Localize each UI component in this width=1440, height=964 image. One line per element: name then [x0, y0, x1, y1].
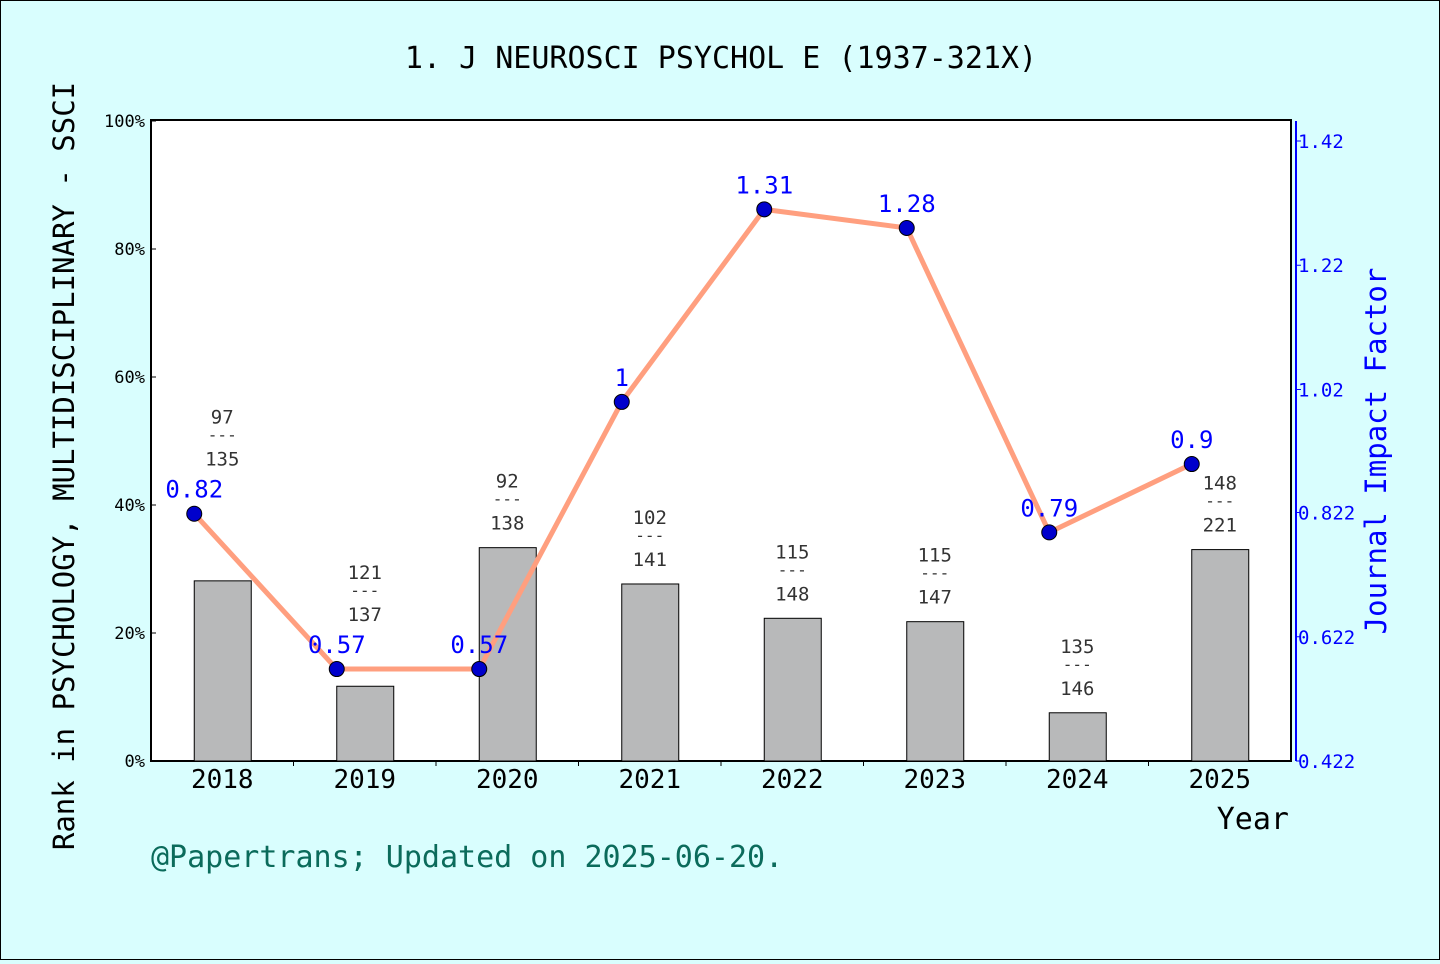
- if-point-2023: [898, 219, 915, 236]
- bar-2022: [763, 617, 822, 762]
- if-label-2018: 0.82: [165, 476, 223, 504]
- if-point-2021: [613, 393, 630, 410]
- right-tick-5: 1.42: [1298, 131, 1344, 153]
- rank-label-2021: 102: [633, 507, 667, 529]
- bar-2023: [906, 621, 965, 762]
- x-tick-2022: 2022: [761, 765, 824, 795]
- x-tick-2019: 2019: [333, 765, 396, 795]
- rank-divider-2021: ---: [635, 526, 664, 545]
- x-tick-2020: 2020: [476, 765, 539, 795]
- x-axis-label: Year: [1217, 802, 1289, 837]
- rank-divider-2022: ---: [778, 560, 807, 579]
- x-tick-2023: 2023: [903, 765, 966, 795]
- if-label-2020: 0.57: [450, 631, 508, 659]
- rank-divider-2025: ---: [1205, 492, 1234, 511]
- if-label-2023: 1.28: [878, 190, 936, 218]
- if-label-2021: 1: [615, 364, 629, 392]
- bar-2024: [1048, 712, 1107, 762]
- total-label-2024: 146: [1060, 678, 1094, 700]
- if-point-2019: [328, 661, 345, 678]
- right-axis-label: Journal Impact Factor: [1359, 268, 1393, 635]
- left-tick-4: 80%: [114, 240, 145, 260]
- x-tick-2025: 2025: [1188, 765, 1251, 795]
- right-tick-4: 1.22: [1298, 255, 1344, 277]
- total-label-2022: 148: [775, 583, 809, 605]
- if-point-2022: [756, 201, 773, 218]
- if-point-2020: [471, 661, 488, 678]
- rank-label-2018: 97: [211, 407, 234, 429]
- chart-title: 1. J NEUROSCI PSYCHOL E (1937-321X): [405, 41, 1037, 76]
- left-axis-label: Rank in PSYCHOLOGY, MULTIDISCIPLINARY - …: [47, 82, 81, 850]
- if-label-2019: 0.57: [308, 631, 366, 659]
- if-label-2022: 1.31: [735, 171, 793, 199]
- left-tick-2: 40%: [114, 496, 145, 516]
- rank-divider-2020: ---: [493, 490, 522, 509]
- if-label-2024: 0.79: [1020, 494, 1078, 522]
- total-label-2025: 221: [1203, 515, 1237, 537]
- x-tick-2021: 2021: [618, 765, 681, 795]
- if-point-2024: [1041, 524, 1058, 541]
- x-tick-2024: 2024: [1046, 765, 1109, 795]
- rank-label-2020: 92: [496, 471, 519, 493]
- total-label-2021: 141: [633, 549, 667, 571]
- rank-label-2025: 148: [1203, 473, 1237, 495]
- x-tick-2018: 2018: [191, 765, 254, 795]
- bar-2021: [621, 583, 680, 762]
- total-label-2023: 147: [918, 587, 952, 609]
- footer-credit: @Papertrans; Updated on 2025-06-20.: [151, 840, 783, 875]
- bar-2018: [193, 580, 252, 762]
- rank-divider-2024: ---: [1063, 655, 1092, 674]
- rank-divider-2018: ---: [208, 426, 237, 445]
- rank-label-2023: 115: [918, 545, 952, 567]
- left-tick-0: 0%: [125, 752, 145, 772]
- rank-label-2019: 121: [348, 562, 382, 584]
- bar-2019: [336, 685, 395, 762]
- right-tick-3: 1.02: [1298, 379, 1344, 401]
- impact-factor-line: [192, 206, 1193, 672]
- plot-area: [150, 119, 1292, 762]
- left-tick-5: 100%: [104, 112, 145, 132]
- if-point-2018: [186, 505, 203, 522]
- right-tick-2: 0.822: [1298, 503, 1355, 525]
- total-label-2018: 135: [205, 449, 239, 471]
- left-tick-1: 20%: [114, 624, 145, 644]
- total-label-2020: 138: [490, 513, 524, 535]
- left-tick-3: 60%: [114, 368, 145, 388]
- rank-label-2024: 135: [1060, 636, 1094, 658]
- if-label-2025: 0.9: [1170, 426, 1213, 454]
- rank-divider-2023: ---: [920, 564, 949, 583]
- right-tick-0: 0.422: [1298, 751, 1355, 773]
- rank-label-2022: 115: [775, 541, 809, 563]
- total-label-2019: 137: [348, 604, 382, 626]
- right-tick-1: 0.622: [1298, 627, 1355, 649]
- if-point-2025: [1183, 456, 1200, 473]
- rank-divider-2019: ---: [350, 581, 379, 600]
- bar-2025: [1191, 549, 1250, 762]
